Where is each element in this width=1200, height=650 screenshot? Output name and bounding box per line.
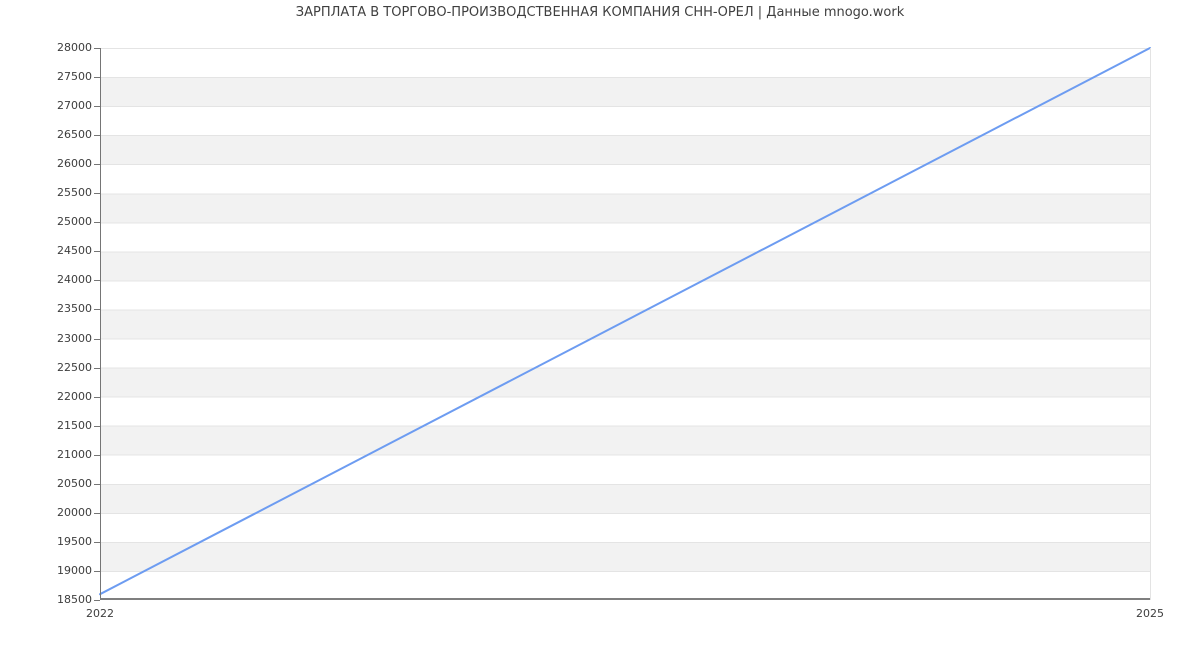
y-tick-mark [94, 541, 100, 543]
y-tick-mark [94, 251, 100, 253]
y-tick-mark [94, 164, 100, 166]
y-tick-label: 28000 [57, 41, 92, 54]
chart-title: ЗАРПЛАТА В ТОРГОВО-ПРОИЗВОДСТВЕННАЯ КОМП… [295, 5, 905, 20]
y-tick-mark [94, 454, 100, 456]
y-tick-mark [94, 396, 100, 398]
y-tick-mark [94, 106, 100, 108]
x-axis: 2022 2025 [0, 607, 1200, 627]
y-tick-label: 24500 [57, 244, 92, 258]
y-tick-mark [94, 600, 100, 601]
x-tick-label: 2022 [86, 607, 114, 620]
plot-right-border [1150, 48, 1151, 600]
y-tick-label: 27000 [57, 99, 92, 113]
y-tick-mark [94, 135, 100, 137]
y-tick-label: 23000 [57, 331, 92, 345]
y-tick-mark [94, 309, 100, 311]
y-axis: 28000 27500 27000 26500 26000 25500 25000 24500… [0, 42, 92, 606]
y-tick-mark [94, 48, 100, 49]
y-tick-label: 22000 [57, 389, 92, 403]
y-tick-mark [94, 425, 100, 427]
y-tick-label: 26500 [57, 128, 92, 142]
x-tick-label: 2025 [1136, 607, 1164, 620]
series-line [99, 47, 1151, 596]
y-tick-label: 18500 [57, 593, 92, 606]
y-tick-label: 19000 [57, 563, 92, 577]
y-tick-mark [94, 570, 100, 572]
y-tick-label: 27500 [57, 70, 92, 84]
x-axis-line [100, 598, 1151, 600]
y-tick-mark [94, 77, 100, 79]
y-tick-label: 20000 [57, 505, 92, 519]
y-tick-mark [94, 222, 100, 224]
y-tick-mark [94, 512, 100, 514]
y-tick-label: 24000 [57, 273, 92, 287]
y-tick-label: 25000 [57, 215, 92, 229]
y-tick-mark [94, 367, 100, 369]
series-svg [99, 47, 1151, 596]
plot-area [99, 47, 1151, 600]
y-tick-mark [94, 483, 100, 485]
y-tick-label: 21000 [57, 447, 92, 461]
y-tick-label: 23500 [57, 302, 92, 316]
y-axis-ticks [94, 48, 100, 601]
y-tick-label: 22500 [57, 360, 92, 374]
y-tick-label: 20500 [57, 476, 92, 490]
y-tick-label: 26000 [57, 157, 92, 171]
y-tick-mark [94, 280, 100, 282]
y-axis-line [100, 48, 101, 600]
y-tick-label: 19500 [57, 534, 92, 548]
y-tick-label: 21500 [57, 418, 92, 432]
y-tick-mark [94, 338, 100, 340]
y-tick-label: 25500 [57, 186, 92, 200]
y-tick-mark [94, 193, 100, 195]
